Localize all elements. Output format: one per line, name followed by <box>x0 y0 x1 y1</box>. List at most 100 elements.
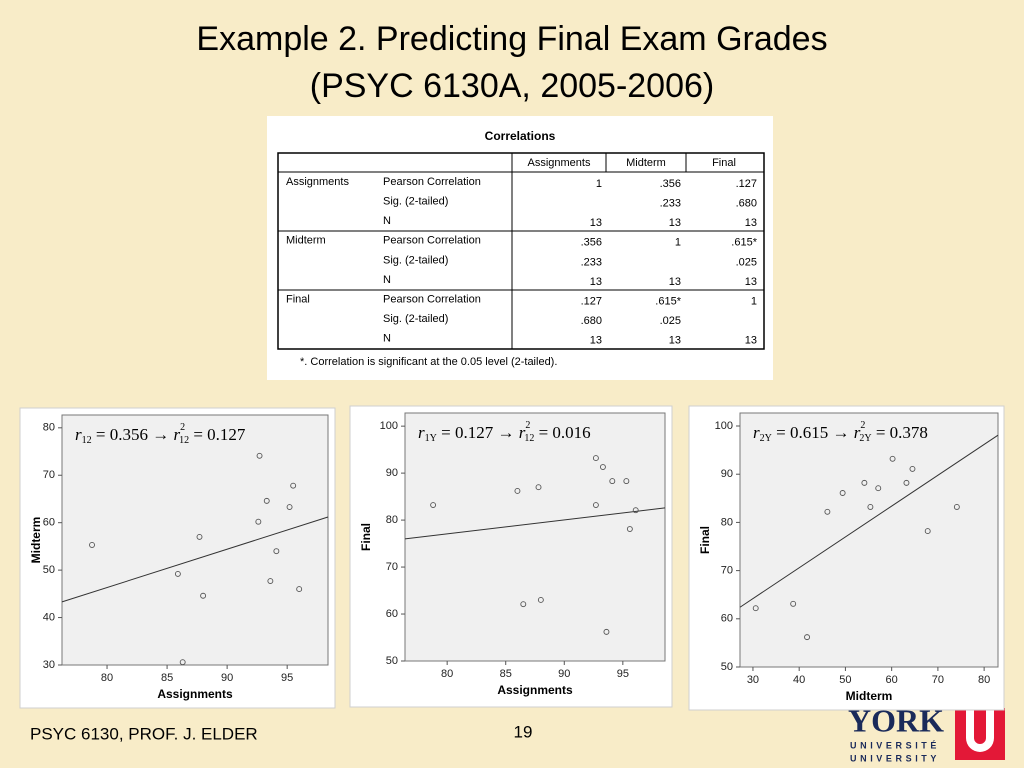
annotation-part: 2 <box>180 422 185 433</box>
x-axis-label: Assignments <box>157 687 233 701</box>
point <box>196 533 203 540</box>
point <box>623 478 630 485</box>
fit-line <box>61 516 329 603</box>
table-cell: .233 <box>660 198 681 210</box>
annotation-part: r <box>418 423 425 442</box>
annotation-part: r <box>173 425 180 444</box>
table-cell: 13 <box>669 217 681 229</box>
point <box>953 504 960 510</box>
table-cell: 13 <box>590 276 602 288</box>
table-panel <box>267 116 773 380</box>
plot-area <box>739 412 999 668</box>
x-tick-label: 70 <box>932 674 944 686</box>
table-cell: 13 <box>669 335 681 347</box>
x-tick-label: 85 <box>161 672 173 684</box>
row-stat: N <box>383 274 391 286</box>
point <box>286 504 293 510</box>
point <box>89 542 95 548</box>
point <box>290 482 297 489</box>
annotation-part: r <box>854 423 861 442</box>
row-stat: N <box>383 215 391 227</box>
table-cell: .127 <box>581 296 602 308</box>
row-stat: Pearson Correlation <box>383 176 481 188</box>
table-footnote: *. Correlation is significant at the 0.0… <box>300 356 557 368</box>
annotation-part: = 0.016 <box>534 423 590 442</box>
point <box>537 596 544 603</box>
point <box>200 592 207 599</box>
annotation: r12 = 0.356 → r2 12 = 0.127 <box>75 422 246 446</box>
plot-area <box>61 414 329 666</box>
y-tick-label: 60 <box>43 517 55 529</box>
page-number: 19 <box>514 722 533 741</box>
point <box>839 490 846 496</box>
annotation-part: 12 <box>179 435 189 446</box>
x-tick-label: 95 <box>281 672 293 684</box>
y-tick-label: 100 <box>715 420 733 432</box>
point <box>273 548 280 555</box>
annotation: r1Y = 0.127 → r2 12 = 0.016 <box>418 420 591 444</box>
annotation-part: r <box>753 423 760 442</box>
y-tick-label: 80 <box>43 422 55 434</box>
x-axis-label: Midterm <box>846 689 893 703</box>
y-tick-label: 70 <box>386 561 398 573</box>
annotation-part: = 0.356 → <box>92 425 174 444</box>
point <box>626 526 633 532</box>
table-frame <box>277 152 765 350</box>
y-tick-label: 50 <box>386 655 398 667</box>
point <box>179 659 186 666</box>
point <box>909 465 916 472</box>
x-tick-label: 90 <box>221 672 233 684</box>
table-cell: .233 <box>581 256 602 268</box>
annotation: r2Y = 0.615 → r2 2Y = 0.378 <box>753 420 928 444</box>
y-tick-label: 90 <box>721 468 733 480</box>
x-tick-label: 30 <box>747 674 759 686</box>
row-stat: Sig. (2-tailed) <box>383 313 448 325</box>
x-tick-label: 40 <box>793 674 805 686</box>
annotation-part: 2Y <box>859 433 871 444</box>
y-axis-label: Final <box>698 526 712 554</box>
point <box>861 479 868 486</box>
point <box>174 570 181 577</box>
table-cell: .615* <box>731 237 757 249</box>
point <box>603 628 610 635</box>
point <box>924 528 931 535</box>
x-tick-label: 80 <box>978 674 990 686</box>
annotation-part: = 0.127 → <box>437 423 519 442</box>
column-header: Final <box>712 157 736 169</box>
point <box>790 600 797 607</box>
annotation-part: 2 <box>525 420 530 431</box>
point <box>255 518 262 525</box>
plot-area <box>404 412 666 662</box>
annotation-part: = 0.127 <box>189 425 246 444</box>
table-cell: 13 <box>669 276 681 288</box>
y-tick-label: 70 <box>721 565 733 577</box>
point <box>514 488 521 494</box>
table-cell: 13 <box>590 217 602 229</box>
point <box>875 485 882 492</box>
y-axis-label: Final <box>359 523 373 551</box>
table-cell: 13 <box>590 335 602 347</box>
x-tick-label: 90 <box>558 668 570 680</box>
point <box>592 502 599 509</box>
x-axis-label: Assignments <box>497 683 573 697</box>
annotation-part: 2 <box>860 420 865 431</box>
column-header: Midterm <box>626 157 666 169</box>
y-axis-label: Midterm <box>29 517 43 564</box>
logo-line: UNIVERSITÉ <box>850 740 940 750</box>
point <box>535 484 542 491</box>
footer-course: PSYC 6130, PROF. J. ELDER <box>30 724 258 743</box>
annotation-part: 2Y <box>760 433 772 444</box>
y-tick-label: 40 <box>43 611 55 623</box>
column-header: Assignments <box>528 157 591 169</box>
fit-line <box>739 434 999 608</box>
x-tick-label: 85 <box>500 668 512 680</box>
row-stat: Pearson Correlation <box>383 235 481 247</box>
row-variable: Assignments <box>286 176 349 188</box>
logo-line: UNIVERSITY <box>850 753 940 763</box>
y-tick-label: 80 <box>386 514 398 526</box>
y-tick-label: 50 <box>721 661 733 673</box>
table-cell: .127 <box>736 178 757 190</box>
point <box>263 497 270 504</box>
annotation-part: 1Y <box>425 433 437 444</box>
y-tick-label: 80 <box>721 516 733 528</box>
